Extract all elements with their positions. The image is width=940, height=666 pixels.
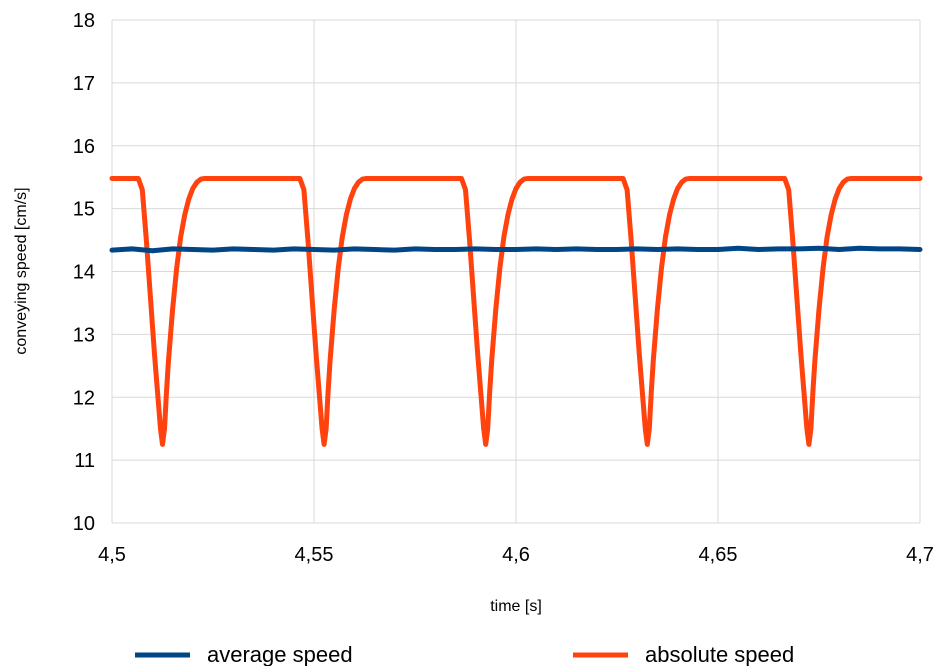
legend-label-average-speed: average speed: [207, 642, 353, 666]
x-tick-label: 4,7: [906, 544, 934, 566]
grid-lines: [111, 19, 921, 524]
y-tick-label: 14: [73, 262, 95, 284]
legend-item-absolute-speed: absolute speed: [573, 642, 794, 666]
legend-item-average-speed: average speed: [135, 642, 353, 666]
series-layer: [109, 175, 923, 447]
x-tick-label: 4,55: [295, 544, 334, 566]
y-tick-label: 17: [73, 73, 95, 95]
series-line-absolute-speed: [109, 175, 923, 447]
y-tick-label: 10: [73, 513, 95, 535]
y-axis-title: conveying speed [cm/s]: [13, 187, 30, 354]
x-tick-label: 4,65: [699, 544, 738, 566]
y-tick-label: 12: [73, 387, 95, 409]
y-tick-label: 18: [73, 10, 95, 32]
x-axis-title: time [s]: [490, 598, 542, 615]
y-tick-label: 15: [73, 199, 95, 221]
y-tick-label: 16: [73, 136, 95, 158]
y-tick-label: 13: [73, 324, 95, 346]
x-tick-label: 4,5: [98, 544, 126, 566]
y-tick-labels: 10 11 12 13 14 15 16 17 18: [73, 10, 95, 535]
legend-label-absolute-speed: absolute speed: [645, 642, 794, 666]
x-tick-label: 4,6: [502, 544, 530, 566]
y-tick-label: 11: [74, 450, 95, 472]
x-tick-labels: 4,5 4,55 4,6 4,65 4,7: [98, 544, 934, 566]
series-line-average-speed: [109, 245, 923, 254]
legend: average speed absolute speed: [135, 642, 794, 666]
